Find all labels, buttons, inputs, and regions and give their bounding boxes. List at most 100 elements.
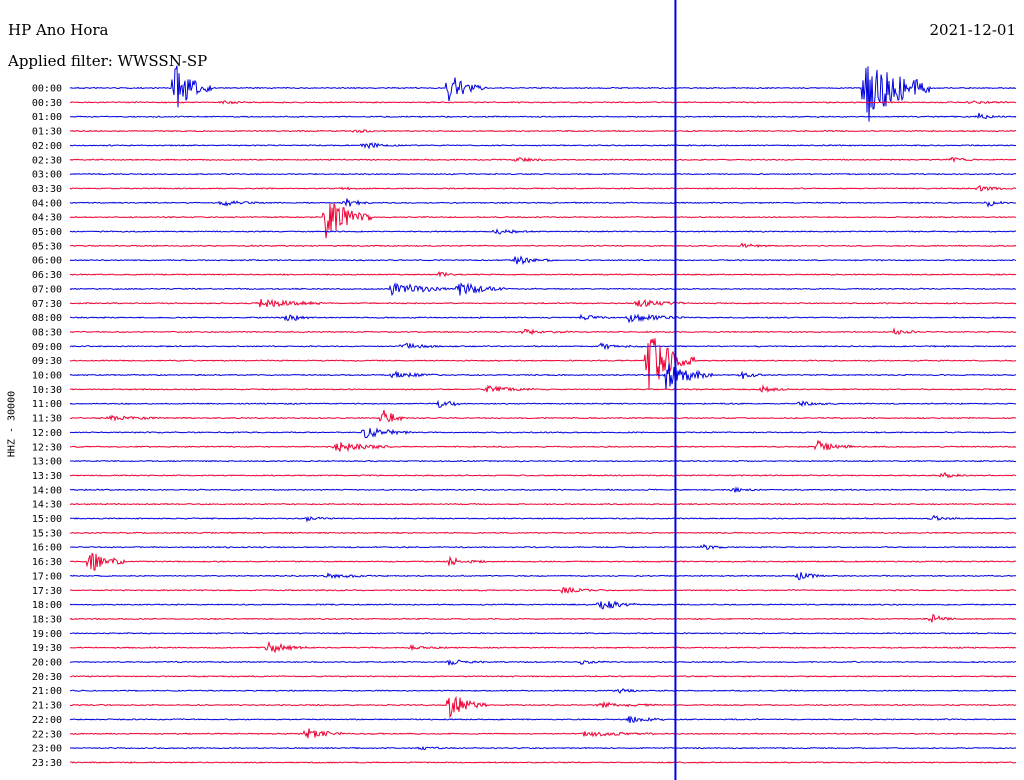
time-tick-label: 09:30 xyxy=(32,356,62,367)
time-tick-label: 01:30 xyxy=(32,127,62,138)
trace-line xyxy=(69,600,1017,610)
trace-line xyxy=(69,342,1017,351)
time-tick-label: 06:30 xyxy=(32,270,62,281)
time-tick-label: 22:30 xyxy=(32,729,62,740)
trace-line xyxy=(70,384,1017,393)
time-tick-label: 21:00 xyxy=(32,686,62,697)
trace-line xyxy=(69,552,1017,571)
trace-line xyxy=(69,640,1017,654)
trace-line xyxy=(69,313,1017,324)
time-tick-label: 10:30 xyxy=(32,385,62,396)
trace-line xyxy=(69,338,1017,390)
time-tick-label: 08:30 xyxy=(32,327,62,338)
time-tick-label: 08:00 xyxy=(32,313,62,324)
time-tick-label: 00:00 xyxy=(32,84,62,95)
trace-line xyxy=(69,203,1017,239)
time-tick-label: 12:30 xyxy=(32,442,62,453)
time-tick-label: 03:00 xyxy=(32,170,62,181)
time-tick-label: 11:00 xyxy=(32,399,62,410)
trace-line xyxy=(69,613,1017,623)
trace-line xyxy=(69,156,1017,163)
time-tick-label: 14:00 xyxy=(32,485,62,496)
trace-line xyxy=(69,427,1017,439)
trace-line xyxy=(69,271,1017,278)
time-tick-label: 20:00 xyxy=(32,658,62,669)
trace-line xyxy=(69,112,1017,120)
station-title: HP Ano Hora xyxy=(8,21,109,39)
trace-line xyxy=(69,255,1017,266)
time-tick-label: 03:30 xyxy=(32,184,62,195)
time-tick-label: 19:00 xyxy=(32,629,62,640)
time-tick-label: 18:00 xyxy=(32,600,62,611)
time-tick-label: 20:30 xyxy=(32,672,62,683)
time-tick-label: 17:00 xyxy=(32,571,62,582)
time-tick-label: 23:00 xyxy=(32,744,62,755)
time-tick-label: 11:30 xyxy=(32,414,62,425)
trace-line xyxy=(69,409,1017,423)
trace-line xyxy=(69,728,1017,739)
trace-line xyxy=(69,172,1016,176)
time-tick-label: 10:00 xyxy=(32,371,62,382)
trace-line xyxy=(69,327,1017,336)
time-tick-label: 23:30 xyxy=(32,758,62,769)
trace-line xyxy=(69,459,1017,463)
time-tick-label: 09:00 xyxy=(32,342,62,353)
time-tick-label: 00:30 xyxy=(32,98,62,109)
date-label: 2021-12-01 xyxy=(929,21,1016,39)
trace-line xyxy=(69,745,1017,751)
trace-line xyxy=(69,185,1017,192)
time-tick-label: 13:00 xyxy=(32,457,62,468)
trace-line xyxy=(69,282,1017,297)
time-tick-label: 06:00 xyxy=(32,256,62,267)
time-tick-label: 07:00 xyxy=(32,284,62,295)
trace-line xyxy=(69,502,1017,506)
trace-line xyxy=(69,586,1017,595)
trace-line xyxy=(70,761,1017,764)
trace-line xyxy=(69,65,1017,122)
trace-line xyxy=(69,514,1017,523)
trace-line xyxy=(69,632,1017,635)
trace-line xyxy=(69,688,1017,694)
trace-line xyxy=(69,715,1017,723)
trace-line xyxy=(69,543,1016,550)
trace-line xyxy=(69,531,1017,535)
trace-line xyxy=(69,242,1017,249)
time-tick-label: 16:30 xyxy=(32,557,62,568)
trace-line xyxy=(69,695,1017,719)
time-tick-label: 07:30 xyxy=(32,299,62,310)
trace-line xyxy=(69,100,1017,105)
time-tick-label: 04:00 xyxy=(32,198,62,209)
trace-line xyxy=(69,399,1017,408)
trace-line xyxy=(69,572,1017,581)
time-tick-label: 05:30 xyxy=(32,241,62,252)
time-tick-label: 17:30 xyxy=(32,586,62,597)
trace-line xyxy=(69,486,1016,493)
time-tick-label: 15:00 xyxy=(32,514,62,525)
time-tick-label: 02:00 xyxy=(32,141,62,152)
trace-line xyxy=(69,471,1017,479)
time-tick-label: 15:30 xyxy=(32,528,62,539)
trace-line xyxy=(69,129,1017,134)
time-tick-label: 14:30 xyxy=(32,500,62,511)
trace-line xyxy=(69,228,1017,235)
trace-line xyxy=(69,363,1017,390)
filter-label: Applied filter: WWSSN-SP xyxy=(8,52,208,70)
trace-line xyxy=(70,675,1017,678)
trace-line xyxy=(70,659,1017,666)
time-tick-label: 19:30 xyxy=(32,643,62,654)
time-tick-label: 22:00 xyxy=(32,715,62,726)
time-tick-label: 04:30 xyxy=(32,213,62,224)
time-tick-label: 05:00 xyxy=(32,227,62,238)
time-tick-label: 16:00 xyxy=(32,543,62,554)
time-tick-label: 21:30 xyxy=(32,701,62,712)
trace-line xyxy=(69,142,1017,150)
trace-line xyxy=(69,439,1017,453)
time-tick-label: 02:30 xyxy=(32,155,62,166)
time-tick-label: 13:30 xyxy=(32,471,62,482)
time-tick-label: 18:30 xyxy=(32,614,62,625)
time-tick-label: 01:00 xyxy=(32,112,62,123)
trace-line xyxy=(69,298,1017,308)
time-tick-label: 12:00 xyxy=(32,428,62,439)
trace-line xyxy=(69,198,1017,208)
